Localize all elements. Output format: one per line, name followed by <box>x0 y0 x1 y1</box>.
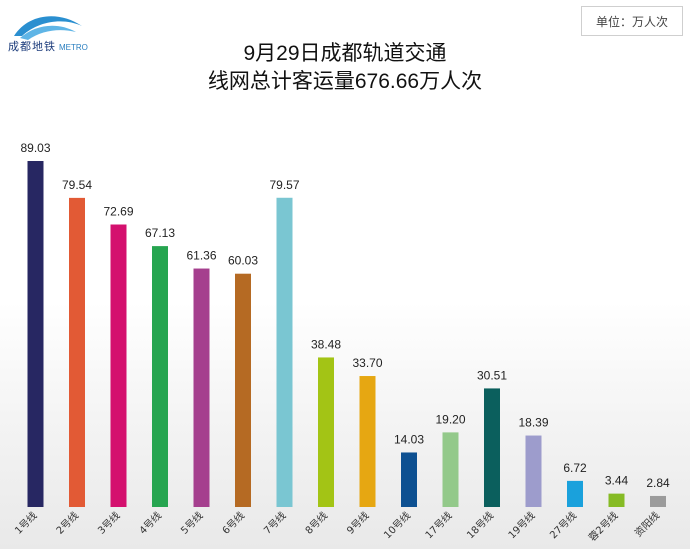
bar-6 <box>235 273 251 507</box>
value-labels-group: 89.03 79.54 72.69 67.13 61.36 60.03 79.57 38.48… <box>20 141 670 490</box>
value-label-6: 60.03 <box>228 254 258 268</box>
category-label-5: 5号线 <box>178 509 206 537</box>
category-label-1: 1号线 <box>12 509 40 537</box>
value-label-10: 14.03 <box>394 432 424 446</box>
bar-1 <box>27 161 44 507</box>
category-label-11: 17号线 <box>422 509 454 541</box>
category-label-3: 3号线 <box>95 509 123 537</box>
logo-metro: METRO <box>59 43 88 52</box>
category-label-8: 8号线 <box>302 509 330 537</box>
value-label-13: 18.39 <box>518 416 548 430</box>
bars-group <box>27 161 666 508</box>
title-line-1: 9月29日成都轨道交通 <box>243 42 447 65</box>
category-label-10: 10号线 <box>381 509 413 541</box>
value-label-9: 33.70 <box>352 356 382 370</box>
category-label-13: 19号线 <box>505 509 537 541</box>
category-label-15: 蓉2号线 <box>586 509 621 544</box>
value-label-5: 61.36 <box>186 249 216 263</box>
bar-15 <box>608 493 625 507</box>
category-label-14: 27号线 <box>547 509 579 541</box>
metro-logo-icon <box>14 16 82 40</box>
value-label-4: 67.13 <box>145 226 175 240</box>
category-label-12: 18号线 <box>464 509 496 541</box>
category-label-4: 4号线 <box>136 509 164 537</box>
bar-14 <box>567 480 583 507</box>
category-label-9: 9号线 <box>344 509 372 537</box>
bar-7 <box>276 197 293 507</box>
bar-4 <box>152 246 168 507</box>
value-label-14: 6.72 <box>563 461 587 475</box>
bar-9 <box>359 376 376 507</box>
title-line-2: 线网总计客运量676.66万人次 <box>207 70 483 93</box>
category-labels-group: 1号线 2号线 3号线 4号线 5号线 6号线 7号线 8号线 9号线 10号线 17号线 18号线 1… <box>12 509 662 544</box>
value-label-7: 79.57 <box>269 178 299 192</box>
value-label-3: 72.69 <box>103 205 133 219</box>
logo-text: 成都地铁 METRO <box>8 41 88 53</box>
value-label-8: 38.48 <box>311 337 341 351</box>
bar-8 <box>318 357 334 507</box>
bar-2 <box>69 197 85 507</box>
category-label-2: 2号线 <box>53 509 81 537</box>
value-label-16: 2.84 <box>646 476 670 490</box>
value-label-15: 3.44 <box>605 474 629 488</box>
value-label-1: 89.03 <box>20 141 50 155</box>
value-label-12: 30.51 <box>477 368 507 382</box>
category-label-6: 6号线 <box>219 509 247 537</box>
category-label-7: 7号线 <box>261 509 289 537</box>
bar-12 <box>484 388 500 507</box>
value-label-11: 19.20 <box>435 412 465 426</box>
bar-11 <box>442 432 459 507</box>
bar-3 <box>110 224 127 508</box>
value-label-2: 79.54 <box>62 178 92 192</box>
bar-5 <box>193 268 210 507</box>
bar-10 <box>401 452 417 507</box>
unit-label: 单位：万人次 <box>581 6 683 36</box>
bar-16 <box>650 495 666 507</box>
bar-13 <box>525 435 542 507</box>
category-label-16: 资阳线 <box>632 509 662 539</box>
chart-title: 9月29日成都轨道交通 线网总计客运量676.66万人次 <box>0 40 690 96</box>
